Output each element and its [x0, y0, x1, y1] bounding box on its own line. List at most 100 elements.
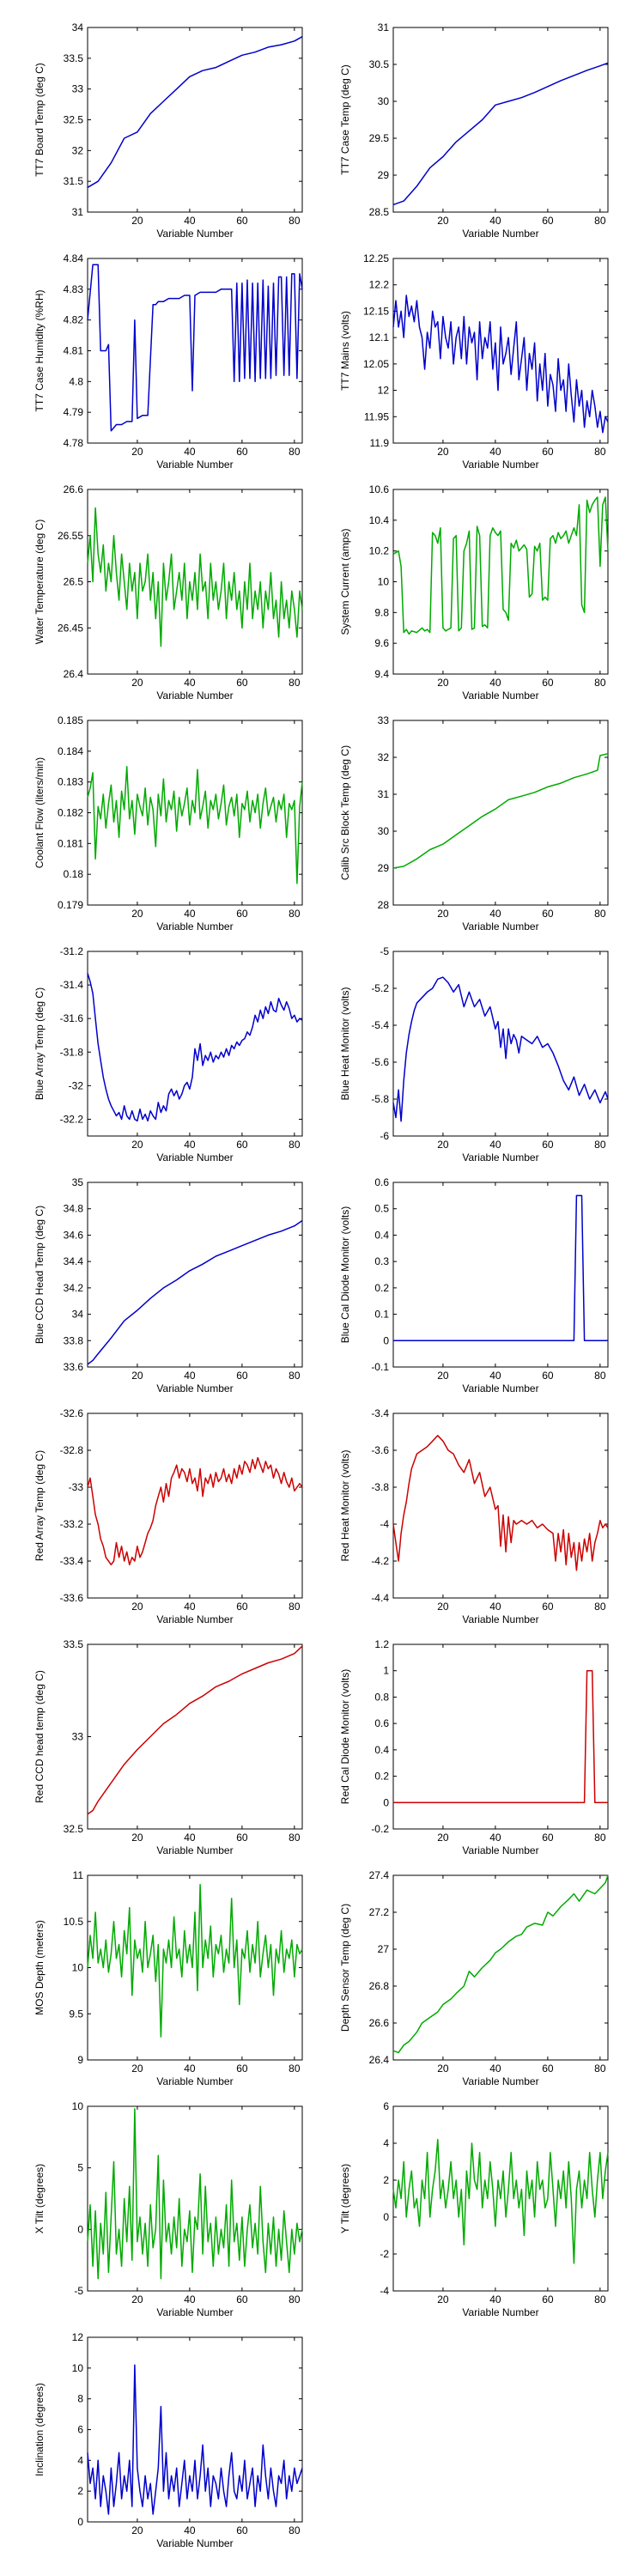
x-tick-label: 40 — [489, 908, 501, 920]
axes-box — [392, 489, 609, 675]
y-tick-label: -5.6 — [371, 1056, 389, 1068]
y-axis-label: Red Heat Monitor (volts) — [339, 1449, 351, 1561]
x-tick-label: 60 — [542, 215, 554, 227]
x-tick-label: 60 — [542, 1601, 554, 1613]
y-tick-label: 0.1 — [374, 1309, 389, 1321]
series-line — [393, 1669, 608, 1804]
chart-panel-4: 20 40 60 80 11.9 11.95 12 12.05 12.1 12.15 12.2 12.… — [339, 252, 609, 471]
y-tick-label: 4.83 — [64, 283, 84, 295]
series-line — [87, 1456, 303, 1566]
x-axis-label: Variable Number — [156, 1613, 233, 1625]
y-axis-label: Blue Heat Monitor (volts) — [339, 987, 351, 1100]
y-tick-label: 10.2 — [369, 545, 390, 557]
y-tick-label: 33 — [378, 714, 390, 726]
chart-panel-19: 20 40 60 80 -5 0 5 10 Variable Number X Tilt (deg… — [33, 2100, 303, 2318]
x-axis-label: Variable Number — [156, 459, 233, 471]
y-tick-label: 0.5 — [374, 1203, 389, 1215]
y-tick-label: 10 — [72, 2100, 84, 2112]
y-axis-label: Red Cal Diode Monitor (volts) — [339, 1669, 351, 1804]
x-tick-label: 60 — [236, 677, 248, 689]
chart-panel-17: 20 40 60 80 9 9.5 10 10.5 11 Variable Number MOS D… — [33, 1869, 303, 2087]
x-axis-label: Variable Number — [462, 1844, 538, 1856]
series-line — [392, 295, 609, 434]
y-tick-label: 10.4 — [369, 514, 390, 526]
chart-panel-14: 20 40 60 80 -4.4 -4.2 -4 -3.8 -3.6 -3.4 Variable N… — [339, 1407, 609, 1625]
axes-box — [392, 1643, 609, 1830]
y-tick-label: 11.95 — [364, 410, 389, 422]
x-tick-label: 40 — [184, 2524, 196, 2537]
x-tick-label: 20 — [131, 677, 143, 689]
y-tick-label: 12.25 — [363, 252, 389, 264]
y-tick-label: -0.1 — [371, 1361, 389, 1373]
x-tick-label: 40 — [184, 446, 196, 458]
y-axis-label: Depth Sensor Temp (deg C) — [339, 1904, 351, 2032]
y-tick-label: -4 — [380, 1518, 389, 1530]
y-tick-label: 4.81 — [64, 345, 84, 357]
axes-box — [392, 1182, 609, 1368]
x-tick-label: 60 — [542, 1139, 554, 1151]
x-axis-label: Variable Number — [156, 1382, 233, 1394]
x-tick-label: 80 — [289, 677, 301, 689]
y-tick-label: 9.5 — [69, 2008, 83, 2020]
y-tick-label: 26.4 — [64, 668, 84, 680]
x-tick-label: 40 — [184, 215, 196, 227]
y-tick-label: 26.8 — [369, 1980, 390, 1992]
y-tick-label: 27.4 — [369, 1869, 390, 1881]
y-tick-label: 4.84 — [64, 252, 84, 264]
y-tick-label: 26.4 — [369, 2054, 390, 2066]
x-tick-label: 20 — [131, 2524, 143, 2537]
y-tick-label: -33.4 — [60, 1555, 84, 1567]
y-tick-label: 31 — [378, 21, 390, 33]
series-line — [87, 2364, 303, 2515]
y-tick-label: 26.5 — [64, 576, 84, 588]
y-tick-label: 0.183 — [58, 776, 83, 788]
x-tick-label: 40 — [489, 2293, 501, 2306]
x-tick-label: 60 — [236, 2063, 248, 2075]
y-tick-label: 12 — [72, 2331, 84, 2343]
y-tick-label: 34.6 — [64, 1229, 84, 1241]
axes-box — [87, 951, 303, 1137]
y-tick-label: 4 — [383, 2137, 389, 2149]
y-tick-label: 34.4 — [64, 1255, 84, 1267]
x-axis-label: Variable Number — [156, 2537, 233, 2549]
x-tick-label: 20 — [437, 446, 449, 458]
x-tick-label: 60 — [236, 215, 248, 227]
x-axis-label: Variable Number — [156, 690, 233, 702]
y-tick-label: 0 — [383, 2211, 389, 2223]
chart-panel-6: 20 40 60 80 9.4 9.6 9.8 10 10.2 10.4 10.6 Variable … — [339, 483, 609, 702]
x-tick-label: 80 — [594, 1832, 606, 1844]
x-tick-label: 40 — [489, 215, 501, 227]
y-tick-label: 4.79 — [64, 406, 84, 418]
y-axis-label: Inclination (degrees) — [33, 2383, 46, 2476]
y-tick-label: -3.6 — [371, 1444, 389, 1456]
y-tick-label: -3.4 — [371, 1407, 389, 1419]
y-axis-label: Red CCD head temp (deg C) — [33, 1670, 46, 1803]
x-tick-label: 60 — [236, 2524, 248, 2537]
y-tick-label: 6 — [383, 2100, 389, 2112]
x-tick-label: 60 — [236, 1601, 248, 1613]
x-tick-label: 60 — [236, 908, 248, 920]
y-axis-label: TT7 Board Temp (deg C) — [33, 63, 46, 177]
y-axis-label: TT7 Case Humidity (%RH) — [33, 289, 46, 411]
x-axis-label: Variable Number — [462, 920, 538, 933]
y-tick-label: 0.4 — [374, 1744, 389, 1756]
x-axis-label: Variable Number — [156, 228, 233, 240]
x-tick-label: 40 — [184, 2293, 196, 2306]
y-tick-label: 34 — [72, 21, 84, 33]
y-axis-label: Water Temperature (deg C) — [33, 519, 46, 644]
axes-box — [392, 1874, 609, 2061]
x-axis-label: Variable Number — [462, 2306, 538, 2318]
y-tick-label: 0.182 — [58, 807, 83, 819]
x-tick-label: 20 — [131, 1139, 143, 1151]
axes-box — [392, 258, 609, 444]
x-tick-label: 80 — [289, 1601, 301, 1613]
x-tick-label: 80 — [594, 1139, 606, 1151]
x-tick-label: 40 — [184, 2063, 196, 2075]
y-axis-label: Blue Cal Diode Monitor (volts) — [339, 1206, 351, 1343]
x-tick-label: 80 — [594, 2293, 606, 2306]
x-tick-label: 20 — [131, 215, 143, 227]
x-tick-label: 80 — [594, 1370, 606, 1382]
y-tick-label: 10 — [378, 576, 390, 588]
y-tick-label: 4.82 — [64, 314, 84, 326]
